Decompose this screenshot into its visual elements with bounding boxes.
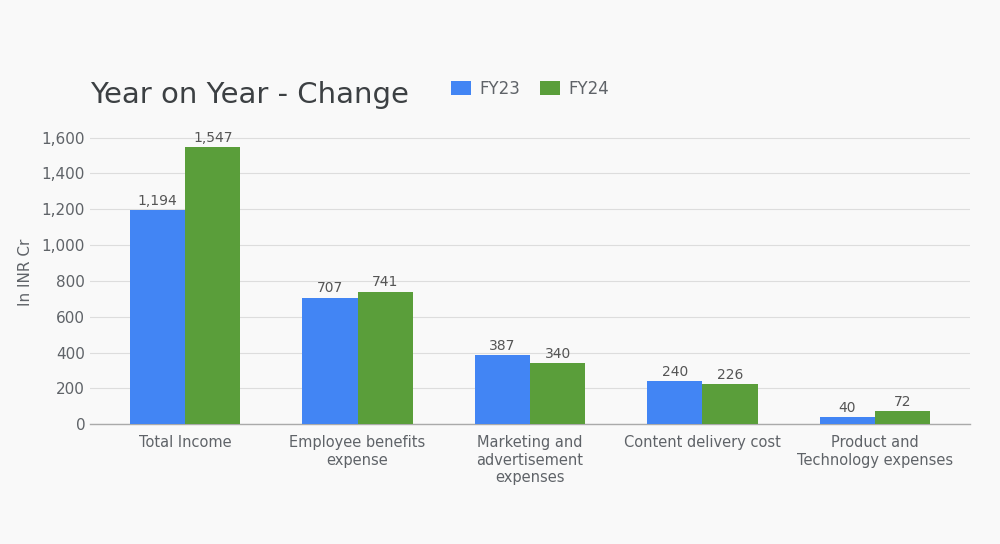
Text: 340: 340 bbox=[544, 347, 571, 361]
Bar bbox=[647, 381, 702, 424]
Text: 707: 707 bbox=[317, 281, 343, 295]
Bar bbox=[302, 298, 358, 424]
Y-axis label: In INR Cr: In INR Cr bbox=[18, 238, 33, 306]
Text: 240: 240 bbox=[662, 365, 688, 379]
Bar bbox=[358, 292, 413, 424]
Text: 72: 72 bbox=[894, 395, 911, 409]
Text: 1,547: 1,547 bbox=[193, 131, 233, 145]
Bar bbox=[702, 384, 758, 424]
Bar bbox=[820, 417, 875, 424]
Bar bbox=[875, 411, 930, 424]
Text: Year on Year - Change: Year on Year - Change bbox=[90, 81, 409, 109]
Bar bbox=[130, 211, 185, 424]
Text: 40: 40 bbox=[838, 401, 856, 415]
Text: 741: 741 bbox=[372, 275, 398, 289]
Bar bbox=[530, 363, 585, 424]
Text: 226: 226 bbox=[717, 368, 743, 382]
Bar bbox=[185, 147, 240, 424]
Text: 387: 387 bbox=[489, 339, 516, 353]
Text: 1,194: 1,194 bbox=[138, 194, 177, 208]
Legend: FY23, FY24: FY23, FY24 bbox=[444, 73, 616, 104]
Bar bbox=[475, 355, 530, 424]
